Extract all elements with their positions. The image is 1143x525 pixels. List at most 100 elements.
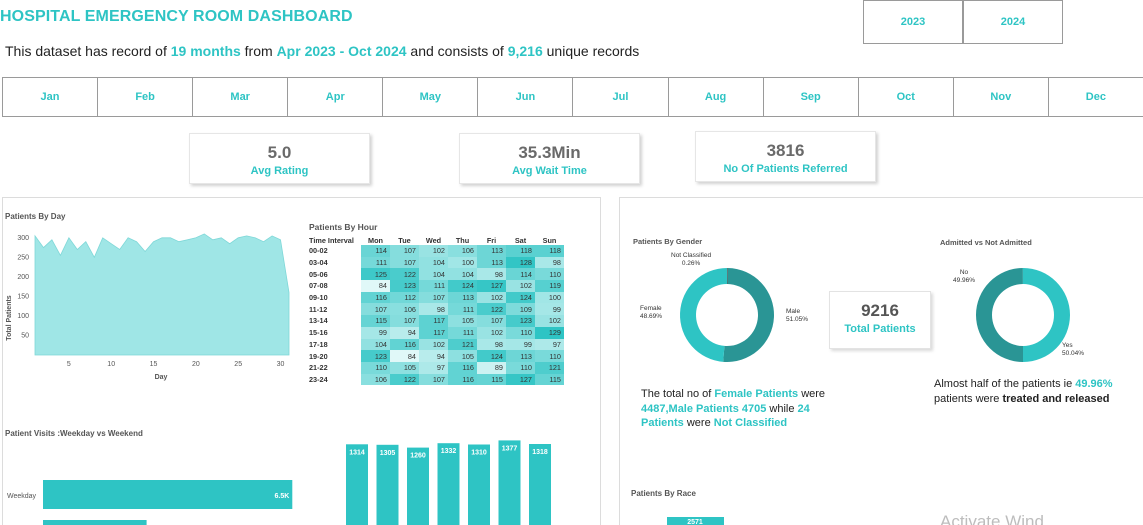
column-bar-label: 1332: [441, 448, 457, 455]
month-apr-button[interactable]: Apr: [287, 77, 384, 117]
heatmap-cell: 115: [535, 373, 564, 386]
heatmap-cell: 110: [535, 268, 564, 281]
heatmap-cell: 127: [506, 373, 535, 386]
x-tick-label: 15: [150, 361, 158, 368]
heatmap-cell: 125: [361, 268, 390, 281]
heatmap-row-label: 19-20: [309, 350, 361, 362]
month-jun-button[interactable]: Jun: [477, 77, 574, 117]
y-tick-label: 250: [17, 254, 29, 261]
heatmap-row-label: 07-08: [309, 280, 361, 292]
column-bar-label: 1314: [349, 449, 365, 456]
heatmap-col-tue: Tue: [398, 235, 411, 245]
month-feb-button[interactable]: Feb: [97, 77, 194, 117]
x-axis-ticks: 5 10 15 20 25 30: [67, 361, 285, 368]
y-tick-label: 200: [17, 274, 29, 281]
avg-wait-value: 35.3Min: [518, 143, 581, 162]
month-slicer: Jan Feb Mar Apr May Jun Jul Aug Sep Oct …: [2, 77, 1143, 117]
month-may-button[interactable]: May: [382, 77, 479, 117]
x-tick-label: 10: [107, 361, 115, 368]
heatmap-cell: 117: [419, 315, 448, 327]
y-axis-ticks: 300 250 200 150 100 50: [17, 235, 29, 340]
not-classified-label: Not Classified 0.26%: [671, 252, 712, 267]
heatmap-row: 00-02 114 107 102 106 113 118 118: [309, 245, 564, 257]
month-jul-button[interactable]: Jul: [572, 77, 669, 117]
month-oct-button[interactable]: Oct: [857, 77, 954, 117]
heatmap-cell: 104: [448, 268, 477, 281]
heatmap-body: 00-02 114 107 102 106 113 118 118 03-04 111 107 104…: [309, 245, 564, 386]
heatmap-cell: 100: [535, 291, 564, 304]
heatmap-cell: 119: [535, 280, 564, 292]
heatmap-cell: 128: [506, 256, 535, 269]
month-dec-button[interactable]: Dec: [1047, 77, 1143, 117]
heatmap-cell: 124: [477, 350, 506, 362]
heatmap-cell: 104: [419, 256, 448, 269]
column-bar: [498, 440, 521, 525]
dataset-summary: This dataset has record of 19 months fro…: [5, 43, 640, 59]
heatmap-row: 19-20 123 84 94 105 124 113 110: [309, 350, 564, 362]
x-tick-label: 30: [277, 361, 285, 368]
referred-value: 3816: [766, 141, 805, 160]
heatmap-cell: 121: [448, 338, 477, 351]
heatmap-row: 07-08 84 123 111 124 127 102 119: [309, 280, 564, 292]
heatmap-row: 11-12 107 106 98 111 122 109 99: [309, 303, 564, 316]
heatmap-cell: 106: [390, 303, 419, 316]
heatmap-col-sun: Sun: [542, 235, 557, 245]
column-bar: [407, 447, 429, 525]
heatmap-cell: 127: [477, 280, 506, 292]
month-nov-button[interactable]: Nov: [952, 77, 1049, 117]
heatmap-cell: 106: [448, 245, 477, 257]
race-bar-label: 2571: [687, 519, 703, 525]
heatmap-cell: 105: [448, 350, 477, 362]
heatmap-col-thu: Thu: [455, 235, 470, 245]
heatmap-cell: 115: [361, 315, 390, 327]
month-mar-button[interactable]: Mar: [192, 77, 289, 117]
column-bar-label: 1310: [471, 450, 487, 457]
donut-slice: [680, 268, 727, 362]
year-2024-button[interactable]: 2024: [963, 0, 1063, 44]
weekday-weekend-chart: Weekday 6.5K: [7, 480, 293, 525]
heatmap-cell: 102: [535, 315, 564, 327]
year-2023-button[interactable]: 2023: [863, 0, 963, 44]
heatmap-cell: 122: [390, 268, 419, 281]
heatmap-cell: 97: [419, 361, 448, 374]
heatmap-cell: 89: [477, 361, 506, 374]
heatmap-cell: 113: [448, 291, 477, 304]
heatmap-cell: 129: [535, 326, 564, 339]
heatmap-row: 21-22 110 105 97 116 89 110 121: [309, 361, 564, 374]
donut-slice: [727, 268, 728, 285]
heatmap-cell: 98: [419, 303, 448, 316]
heatmap-cell: 102: [477, 326, 506, 339]
not-admitted-label: No 49.96%: [953, 269, 976, 284]
y-tick-label: 50: [21, 332, 29, 339]
heatmap-cell: 99: [506, 338, 535, 351]
heatmap-cell: 118: [506, 245, 535, 257]
donut-slice: [976, 268, 1023, 362]
month-aug-button[interactable]: Aug: [667, 77, 764, 117]
month-jan-button[interactable]: Jan: [2, 77, 99, 117]
column-bar-label: 1305: [380, 450, 396, 457]
admitted-yes-label: Yes 50.04%: [1062, 342, 1085, 357]
avg-rating-label: Avg Rating: [250, 165, 309, 177]
heatmap-row: 17-18 104 116 102 121 98 99 97: [309, 338, 564, 351]
heatmap-cell: 114: [506, 268, 535, 281]
heatmap-row: 13-14 115 107 117 105 107 123 102: [309, 315, 564, 327]
heatmap-col-mon: Mon: [368, 235, 383, 245]
weekday-category-label: Weekday: [7, 493, 37, 500]
heatmap-cell: 116: [361, 291, 390, 304]
avg-rating-card: 5.0 Avg Rating: [189, 133, 370, 184]
column-bars: 1314 1305 1260 1332 1310 1377 1318: [346, 440, 551, 525]
gender-note: The total no of Female Patients were 448…: [641, 388, 826, 429]
heatmap-cell: 98: [477, 338, 506, 351]
heatmap-cell: 105: [448, 315, 477, 327]
month-sep-button[interactable]: Sep: [762, 77, 859, 117]
admitted-slices: [976, 268, 1071, 362]
heatmap-cell: 111: [448, 303, 477, 316]
heatmap-cell: 123: [361, 350, 390, 362]
heatmap-row: 15-16 99 94 117 111 102 110 129: [309, 326, 564, 339]
heatmap-cell: 84: [390, 350, 419, 362]
heatmap-row-label: 21-22: [309, 361, 361, 374]
heatmap-cell: 107: [390, 256, 419, 269]
referred-card: 3816 No Of Patients Referred: [695, 131, 876, 182]
avg-wait-label: Avg Wait Time: [512, 165, 587, 177]
heatmap-cell: 112: [390, 291, 419, 304]
